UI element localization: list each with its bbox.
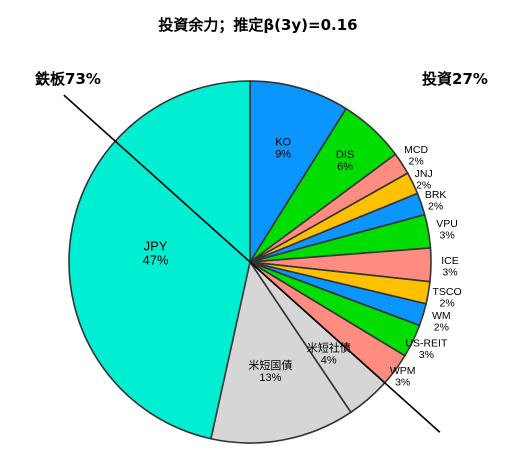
slice-label-jpy-13: JPY — [144, 239, 168, 254]
slice-label-mcd-2: MCD — [404, 144, 428, 156]
slice-label-wpm-10: WPM — [390, 365, 416, 377]
slice-label-tsco-7: TSCO — [432, 286, 461, 298]
slice-pct-ice-6: 3% — [442, 267, 457, 279]
slice-label-ice-6: ICE — [441, 255, 459, 267]
annotation-right: 投資27% — [422, 70, 488, 88]
slice-label-vpu-5: VPU — [436, 218, 458, 230]
slice-label-item-12: 米短国債 — [248, 358, 292, 372]
slice-pct-wpm-10: 3% — [395, 377, 410, 389]
slice-item-12 — [209, 260, 352, 444]
slice-pct-brk-4: 2% — [428, 201, 443, 213]
slice-pct-ko-0: 9% — [275, 149, 291, 161]
slice-label-ko-0: KO — [275, 137, 291, 149]
chart-title: 投資余力；推定β(3y)=0.16 — [158, 16, 357, 34]
slice-pct-dis-1: 6% — [337, 161, 353, 173]
slice-pct-item-11: 4% — [321, 355, 337, 367]
slice-pct-vpu-5: 3% — [439, 229, 454, 241]
slice-pct-tsco-7: 2% — [439, 298, 454, 310]
slice-label-wm-8: WM — [432, 310, 451, 322]
slice-pct-wm-8: 2% — [434, 322, 449, 334]
annotation-left: 鉄板73% — [35, 70, 101, 88]
slice-jpy-13 — [68, 80, 251, 440]
slice-label-dis-1: DIS — [336, 149, 354, 161]
slice-pct-us-reit-9: 3% — [419, 349, 434, 361]
slice-pct-item-12: 13% — [259, 372, 281, 384]
pie-labels: KO9% DIS6%MCD2%JNJ2%BRK2%VPU3%ICE3%TSCO2%… — [143, 137, 462, 389]
slice-ko-0 — [249, 80, 348, 265]
slice-label-jnj-3: JNJ — [415, 168, 433, 180]
slice-pct-mcd-2: 2% — [409, 156, 424, 168]
divider-line — [63, 94, 441, 433]
slice-label-item-11: 米短社債 — [307, 341, 351, 355]
slice-label-us-reit-9: US-REIT — [405, 337, 448, 349]
slice-label-brk-4: BRK — [425, 189, 447, 201]
pie-slices — [68, 80, 432, 444]
slice-pct-jnj-3: 2% — [416, 179, 431, 191]
slice-pct-jpy-13: 47% — [143, 253, 169, 268]
